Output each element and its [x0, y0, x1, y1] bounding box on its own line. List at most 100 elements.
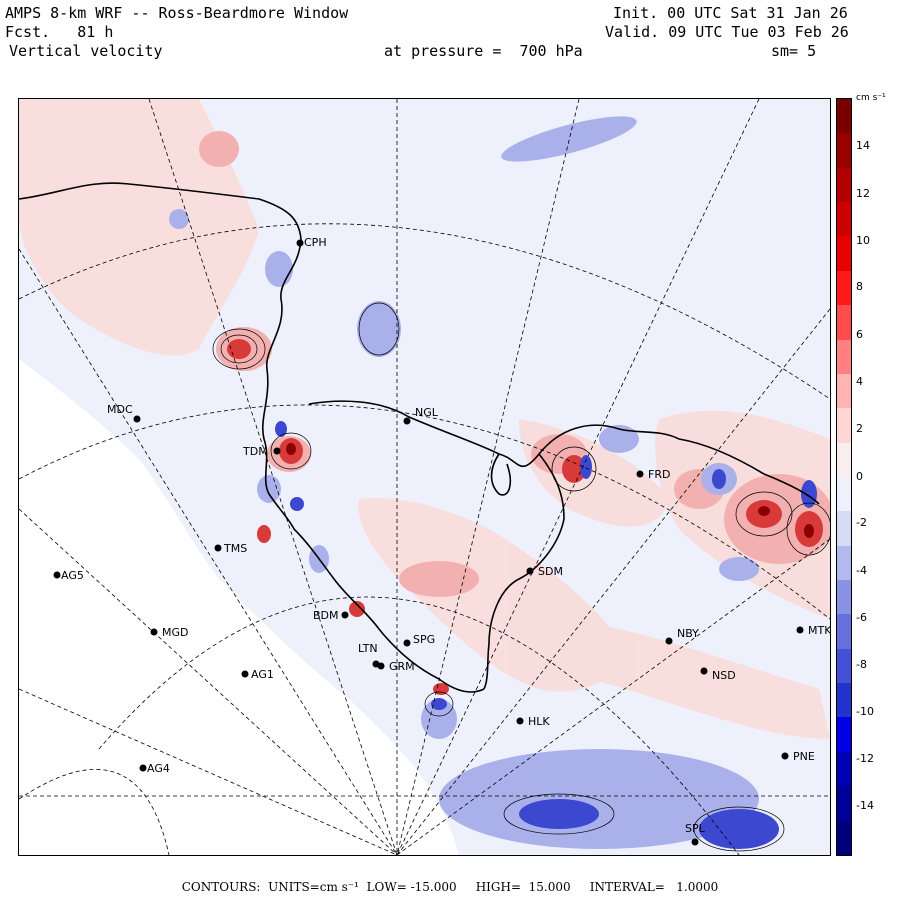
station-bdm: BDM — [313, 609, 349, 622]
station-dot-icon — [139, 764, 147, 772]
station-label: HLK — [528, 715, 550, 728]
station-mdc: MDC — [107, 403, 141, 423]
station-pne: PNE — [781, 750, 815, 763]
station-tms: TMS — [214, 542, 247, 555]
contour-lines — [212, 302, 830, 852]
downdraft-mid-areas — [169, 116, 759, 849]
colorbar-tick-label: 4 — [856, 375, 863, 388]
colorbar-segment — [837, 683, 851, 718]
updraft-max-cores — [286, 443, 814, 538]
station-hlk: HLK — [516, 715, 550, 728]
station-label: AG4 — [147, 762, 170, 775]
station-label: MTK — [808, 624, 830, 637]
colorbar-segment — [837, 202, 851, 237]
forecast-hour: Fcst. 81 h — [5, 23, 114, 41]
station-label: SPL — [685, 822, 706, 835]
colorbar-segment — [837, 236, 851, 271]
station-dot-icon — [377, 662, 385, 670]
station-dot-icon — [53, 571, 61, 579]
station-mtk: MTK — [796, 624, 830, 637]
station-dot-icon — [273, 447, 281, 455]
station-dot-icon — [403, 417, 411, 425]
colorbar-tick-label: -2 — [856, 516, 867, 529]
station-dot-icon — [241, 670, 249, 678]
colorbar-tick-label: 8 — [856, 280, 863, 293]
station-dot-icon — [150, 628, 158, 636]
station-nsd: NSD — [700, 667, 736, 682]
station-grm: GRM — [377, 660, 415, 673]
colorbar-segment — [837, 99, 851, 134]
station-label: SDM — [538, 565, 563, 578]
colorbar-tick-label: 6 — [856, 328, 863, 341]
no-data-region — [19, 359, 459, 855]
station-dot-icon — [636, 470, 644, 478]
station-dot-icon — [214, 544, 222, 552]
station-frd: FRD — [636, 468, 670, 481]
colorbar-tick-label: -8 — [856, 658, 867, 671]
colorbar-unit: cm s⁻¹ — [856, 93, 886, 103]
colorbar-tick-label: -12 — [856, 752, 874, 765]
station-ag1: AG1 — [241, 668, 274, 681]
colorbar-segment — [837, 442, 851, 477]
meridian-lines — [19, 99, 830, 855]
station-label: NBY — [677, 627, 699, 640]
station-ltn: LTN — [358, 642, 380, 668]
colorbar-segment — [837, 133, 851, 168]
colorbar-segment — [837, 339, 851, 374]
map-canvas: CPH MDC NGL TDM FRD AG5 TMS SDM MGD BDM NBY MTK SPG L… — [19, 99, 830, 855]
station-ag4: AG4 — [139, 762, 170, 775]
station-dot-icon — [341, 611, 349, 619]
station-dot-icon — [526, 567, 534, 575]
map-panel: CPH MDC NGL TDM FRD AG5 TMS SDM MGD BDM NBY MTK SPG L… — [18, 98, 831, 856]
station-spl: SPL — [685, 822, 706, 846]
colorbar-segment — [837, 786, 851, 821]
station-dot-icon — [781, 752, 789, 760]
station-spg: SPG — [403, 633, 435, 647]
station-label: LTN — [358, 642, 378, 655]
colorbar-segment — [837, 373, 851, 409]
valid-time: Valid. 09 UTC Tue 03 Feb 26 — [605, 23, 849, 41]
coastline — [19, 182, 820, 693]
latitude-lines — [19, 223, 830, 855]
colorbar-tick-label: 10 — [856, 234, 870, 247]
station-ngl: NGL — [403, 406, 439, 425]
station-dot-icon — [516, 717, 524, 725]
station-dot-icon — [700, 667, 708, 675]
station-dot-icon — [665, 637, 673, 645]
station-label: CPH — [304, 236, 327, 249]
map-title: AMPS 8-km WRF -- Ross-Beardmore Window — [5, 4, 349, 22]
station-label: NGL — [415, 406, 439, 419]
station-label: BDM — [313, 609, 339, 622]
station-label: TDM — [242, 445, 268, 458]
colorbar-tick-label: -6 — [856, 611, 867, 624]
colorbar-tick-label: 12 — [856, 187, 870, 200]
colorbar-tick-label: -14 — [856, 799, 874, 812]
colorbar-tick-label: -10 — [856, 705, 874, 718]
colorbar-segment — [837, 270, 851, 306]
station-label: TMS — [223, 542, 247, 555]
station-label: GRM — [389, 660, 415, 673]
station-markers: CPH MDC NGL TDM FRD AG5 TMS SDM MGD BDM NBY MTK SPG L… — [53, 236, 830, 846]
station-dot-icon — [796, 626, 804, 634]
station-label: NSD — [712, 669, 736, 682]
station-tdm: TDM — [242, 445, 281, 458]
colorbar-tick-label: 2 — [856, 422, 863, 435]
colorbar-tick-label: -4 — [856, 564, 867, 577]
station-dot-icon — [403, 639, 411, 647]
colorbar-segment — [837, 476, 851, 512]
station-dot-icon — [296, 239, 304, 247]
station-label: MGD — [162, 626, 189, 639]
colorbar-segment — [837, 408, 851, 443]
station-dot-icon — [691, 838, 699, 846]
field-name: Vertical velocity — [9, 42, 163, 60]
colorbar-segment — [837, 751, 851, 787]
pressure-level: at pressure = 700 hPa — [384, 42, 583, 60]
colorbar-segment — [837, 545, 851, 581]
station-nby: NBY — [665, 627, 699, 645]
colorbar-segment — [837, 511, 851, 546]
updraft-light-areas — [19, 99, 830, 739]
station-sdm: SDM — [526, 565, 563, 578]
colorbar-segment — [837, 717, 851, 752]
colorbar-segment — [837, 305, 851, 340]
contour-info: CONTOURS: UNITS=cm s⁻¹ LOW= -15.000 HIGH… — [181, 880, 719, 894]
